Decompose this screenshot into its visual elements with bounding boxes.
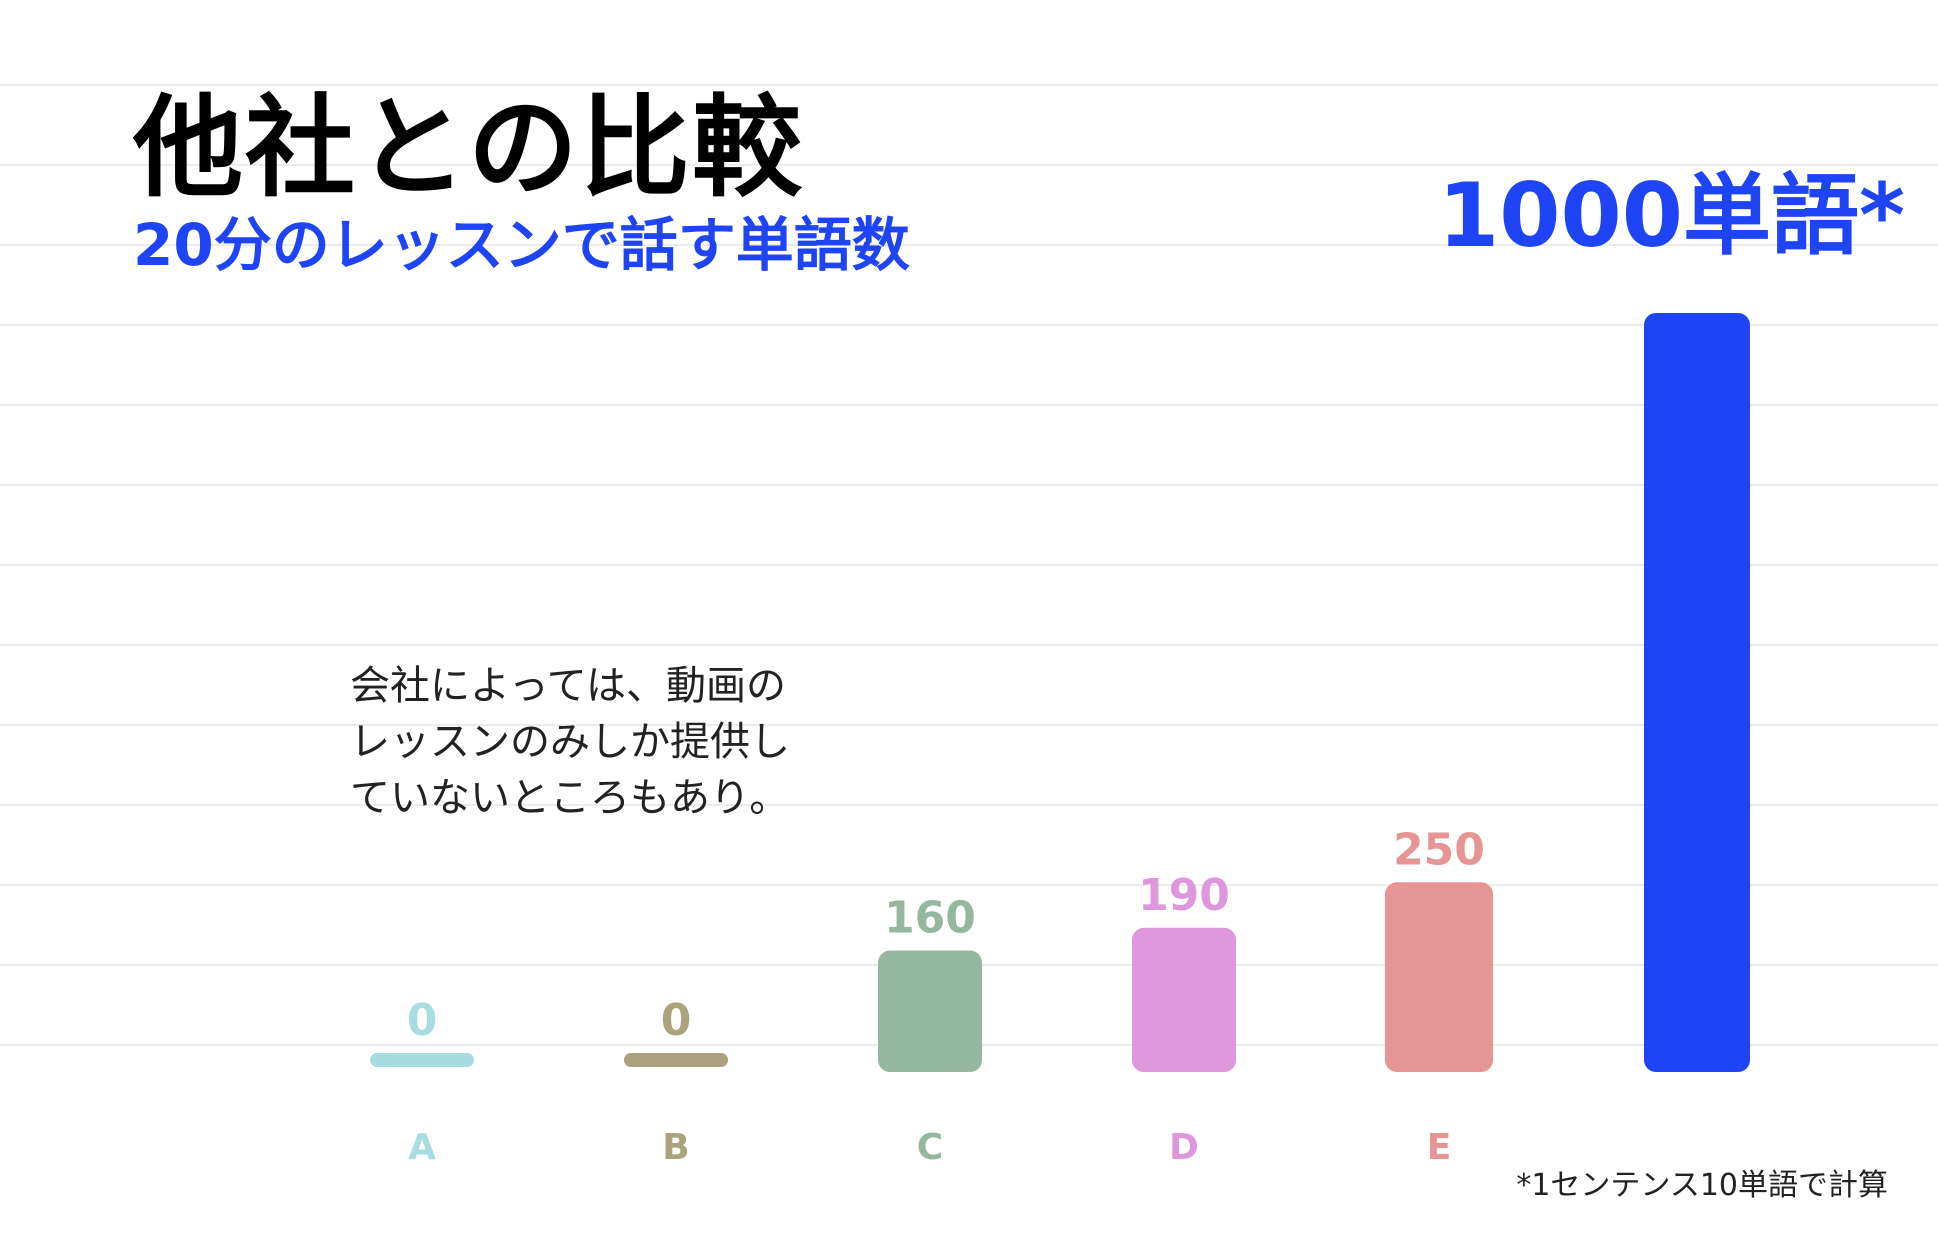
value-labels: 0 0 160 190 250 bbox=[407, 824, 1485, 1046]
bar-value-label: 0 bbox=[407, 995, 438, 1046]
annotation-line: ていないところもあり。 bbox=[350, 775, 790, 821]
bar-value-label: 160 bbox=[884, 893, 976, 944]
bar-value-label: 250 bbox=[1393, 824, 1485, 875]
category-label: D bbox=[1169, 1127, 1199, 1168]
bar bbox=[1385, 882, 1493, 1072]
category-labels: A B C D E bbox=[408, 1127, 1451, 1168]
annotation-line: レッスンのみしか提供し bbox=[350, 719, 790, 765]
chart-title: 他社との比較 bbox=[133, 84, 804, 212]
annotation-note: 会社によっては、動画の レッスンのみしか提供し ていないところもあり。 bbox=[350, 658, 790, 826]
category-label: C bbox=[917, 1127, 943, 1168]
bar bbox=[878, 950, 982, 1072]
bar-value-label-highlight: 1000単語* bbox=[1438, 164, 1905, 267]
bar bbox=[1132, 927, 1236, 1072]
chart-subtitle: 20分のレッスンで話す単語数 bbox=[133, 211, 910, 279]
bar-value-label: 0 bbox=[661, 995, 692, 1046]
footnote: *1センテンス10単語で計算 bbox=[1516, 1168, 1888, 1203]
bar bbox=[624, 1053, 728, 1067]
bars bbox=[370, 313, 1750, 1072]
bar bbox=[1644, 313, 1750, 1072]
bar bbox=[370, 1053, 474, 1067]
category-label: E bbox=[1427, 1127, 1452, 1168]
bar-value-label: 190 bbox=[1138, 870, 1230, 921]
category-label: A bbox=[408, 1127, 436, 1168]
annotation-line: 会社によっては、動画の bbox=[350, 663, 786, 709]
category-label: B bbox=[662, 1127, 689, 1168]
